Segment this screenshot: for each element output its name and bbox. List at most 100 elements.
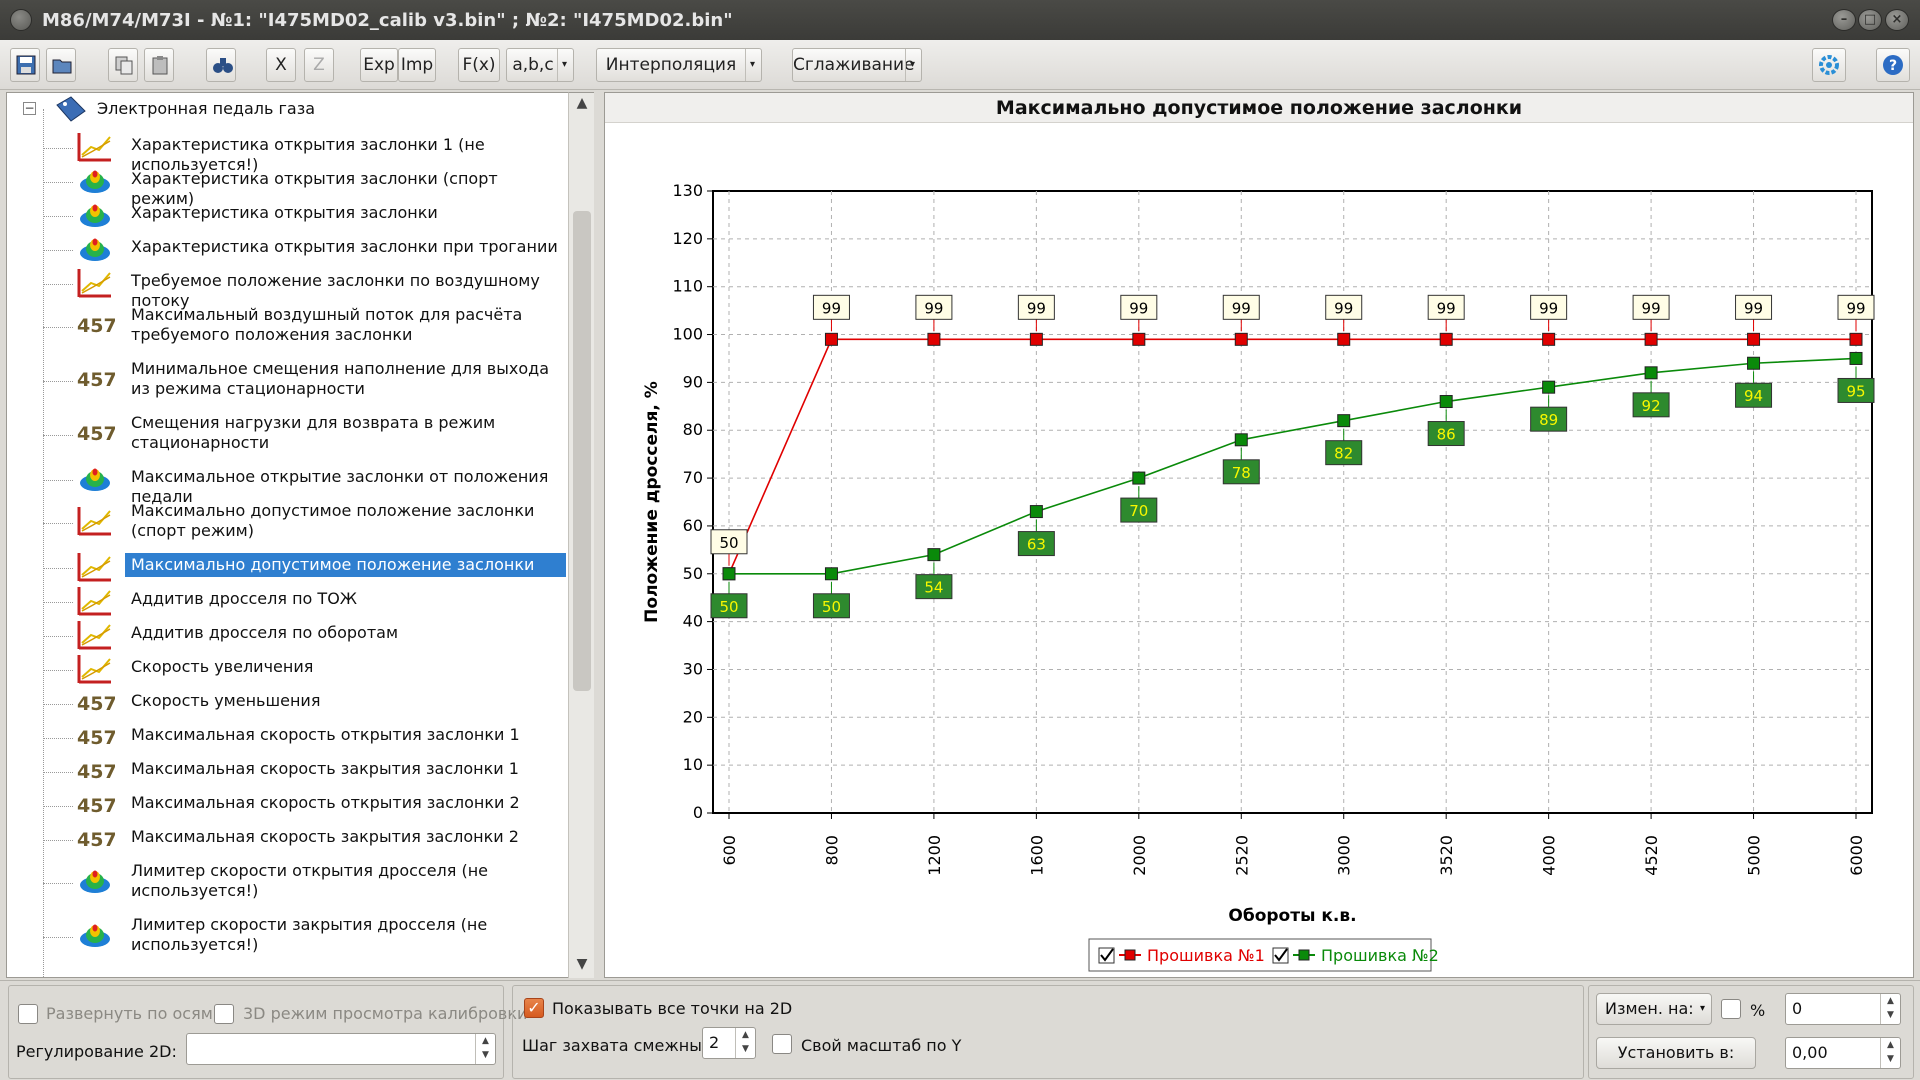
tree-item-label: Характеристика открытия заслонки (131, 203, 438, 222)
x-axis-label: Обороты к.в. (1228, 906, 1356, 926)
tree-connector (43, 772, 73, 773)
y-tick-label: 90 (683, 372, 703, 391)
constant-457-icon: 457 (75, 755, 117, 787)
change-value-field[interactable]: 0 ▲ ▼ (1785, 993, 1901, 1025)
spin-arrows-icon[interactable]: ▲ ▼ (1880, 1038, 1900, 1068)
y-tick-label: 120 (672, 229, 703, 248)
legend-marker (1298, 949, 1310, 961)
svg-text:457: 457 (77, 423, 115, 445)
data-label-box (1837, 377, 1875, 403)
data-label-box (1120, 294, 1158, 320)
export-button[interactable]: Exp (360, 48, 398, 82)
window-menu-icon[interactable] (10, 9, 32, 31)
svg-text:457: 457 (77, 369, 115, 391)
show-all-points-label: Показывать все точки на 2D (552, 999, 793, 1018)
tree-guide-line (43, 109, 44, 977)
z-button[interactable]: Z (304, 48, 334, 82)
save-icon (16, 55, 36, 75)
scroll-down-icon[interactable]: ▼ (576, 956, 588, 972)
x-tick-label: 1200 (925, 835, 944, 876)
line-chart[interactable]: 0 10 20 30 40 50 60 70 80 90 100 110 120 130 600 800 120… (605, 123, 1913, 977)
tree-scrollbar[interactable]: ▲ ▼ (568, 92, 594, 978)
spin-arrows-icon[interactable]: ▲ ▼ (1880, 994, 1900, 1024)
change-by-dropdown[interactable]: Измен. на: ▾ (1596, 993, 1712, 1025)
abc-dropdown[interactable]: a,b,c ▾ (506, 48, 574, 82)
spin-arrows-icon[interactable]: ▲ ▼ (475, 1034, 495, 1064)
map-3d-icon (75, 233, 115, 265)
chart-2d-icon (75, 653, 115, 685)
set-value-field[interactable]: 0,00 ▲ ▼ (1785, 1037, 1901, 1069)
import-button[interactable]: Imp (398, 48, 436, 82)
svg-text:457: 457 (77, 727, 115, 749)
tree-root-label: Электронная педаль газа (97, 99, 316, 118)
step-spinbox[interactable]: 2 ▲ ▼ (702, 1027, 756, 1059)
points-options-group (512, 985, 1584, 1079)
spin-arrows-icon[interactable]: ▲ ▼ (735, 1028, 755, 1058)
tree-item-label: Скорость уменьшения (131, 691, 321, 710)
data-point (1029, 505, 1043, 519)
data-label: 99 (1846, 299, 1865, 317)
percent-checkbox[interactable] (1721, 999, 1741, 1019)
copy-button[interactable] (108, 48, 138, 82)
set-to-button[interactable]: Установить в: (1596, 1037, 1756, 1069)
tree-root-item[interactable]: − Электронная педаль газа (7, 93, 567, 125)
step-label: Шаг захвата смежных: (522, 1036, 717, 1055)
x-tick-label: 4520 (1642, 835, 1661, 876)
svg-text:457: 457 (77, 829, 115, 851)
data-label-box (710, 529, 748, 555)
tree-item-label: Минимальное смещения наполнение для выхо… (131, 359, 549, 398)
data-label-box (1120, 497, 1158, 523)
x-tick-label: 5000 (1745, 835, 1764, 876)
smoothing-dropdown[interactable]: Сглаживание ▾ (792, 48, 922, 82)
minimize-icon[interactable]: – (1832, 9, 1856, 31)
chart-2d-icon (75, 267, 115, 299)
data-label: 99 (1744, 299, 1763, 317)
help-icon: ? (1883, 55, 1903, 75)
map-3d-icon (75, 463, 115, 495)
binoculars-icon (213, 58, 233, 73)
data-point (1337, 414, 1351, 428)
tree-connector (43, 738, 73, 739)
data-label: 82 (1334, 445, 1353, 463)
title-bar: M86/M74/M73I - №1: "I475MD02_calib v3.bi… (0, 0, 1920, 40)
save-button[interactable] (10, 48, 40, 82)
y-tick-label: 10 (683, 755, 703, 774)
series-line (729, 357, 1857, 575)
data-point (1439, 332, 1453, 346)
calibration-tree[interactable]: − Электронная педаль газа Характеристика… (6, 92, 594, 978)
settings-button[interactable] (1812, 48, 1846, 82)
x-tick-label: 6000 (1847, 835, 1866, 876)
interpolation-dropdown[interactable]: Интерполяция ▾ (596, 48, 762, 82)
data-label-box (1427, 421, 1465, 447)
y-tick-label: 30 (683, 659, 703, 678)
expand-axes-checkbox[interactable] (18, 1004, 38, 1024)
collapse-icon[interactable]: − (23, 101, 36, 115)
scroll-up-icon[interactable]: ▲ (576, 95, 588, 111)
mode-3d-checkbox[interactable] (214, 1004, 234, 1024)
show-all-points-checkbox[interactable]: ✓ (524, 998, 544, 1018)
tree-connector (43, 480, 73, 481)
close-icon[interactable]: × (1885, 9, 1909, 31)
own-scale-checkbox[interactable] (772, 1034, 792, 1054)
paste-button[interactable] (144, 48, 174, 82)
x-button[interactable]: X (266, 48, 296, 82)
regulation-field[interactable]: ▲ ▼ (186, 1033, 496, 1065)
find-button[interactable] (206, 48, 236, 82)
constant-457-icon: 457 (75, 309, 117, 341)
tree-item-label: Лимитер скорости закрытия дросселя (не и… (131, 915, 488, 954)
help-button[interactable]: ? (1876, 48, 1910, 82)
data-label-box (915, 294, 953, 320)
open-button[interactable] (46, 48, 76, 82)
window-title: M86/M74/M73I - №1: "I475MD02_calib v3.bi… (42, 10, 733, 31)
scrollbar-thumb[interactable] (573, 211, 591, 691)
data-label: 92 (1642, 397, 1661, 415)
data-point (1747, 332, 1761, 346)
constant-457-icon: 457 (75, 417, 117, 449)
y-tick-label: 70 (683, 468, 703, 487)
y-tick-label: 60 (683, 516, 703, 535)
fx-button[interactable]: F(x) (458, 48, 500, 82)
maximize-icon[interactable]: □ (1858, 9, 1882, 31)
change-value: 0 (1792, 999, 1803, 1018)
tree-item-label: Максимальная скорость открытия заслонки … (131, 725, 520, 744)
dropdown-arrow-icon: ▾ (905, 49, 919, 81)
